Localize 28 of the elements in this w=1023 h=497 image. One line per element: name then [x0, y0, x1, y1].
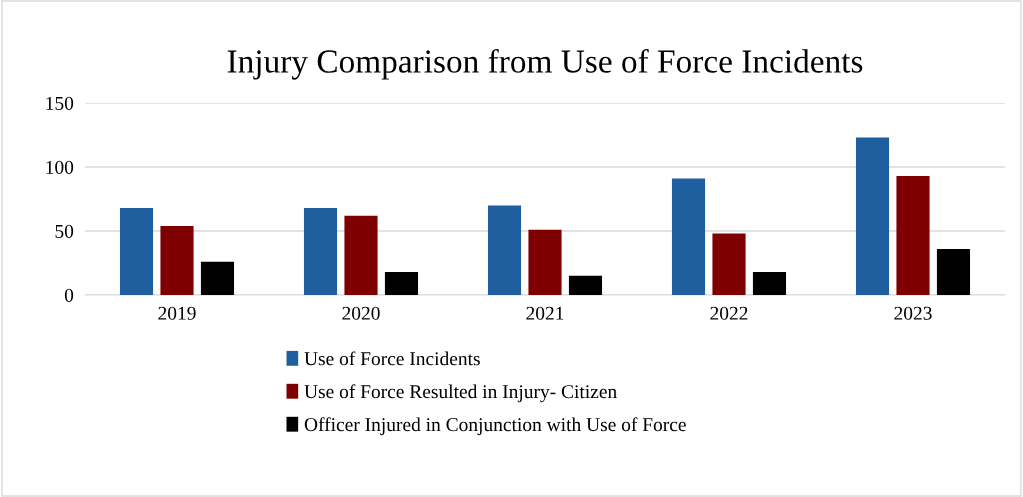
bar [200, 261, 235, 295]
bar [344, 215, 378, 295]
bar [671, 178, 706, 295]
y-tick-label: 0 [64, 288, 74, 302]
bar [568, 275, 603, 295]
y-tick-label: 150 [46, 96, 74, 110]
y-tick-label: 100 [46, 160, 74, 174]
bar [528, 229, 562, 295]
legend-label: Use of Force Incidents [304, 351, 480, 366]
x-tick-label: 2020 [342, 306, 380, 320]
bar [119, 207, 154, 295]
bar [487, 205, 522, 295]
bar [896, 175, 930, 295]
x-tick-label: 2021 [526, 306, 564, 320]
x-tick-label: 2019 [158, 306, 196, 320]
bar [160, 225, 194, 295]
y-tick-label: 50 [55, 224, 74, 238]
legend-label: Use of Force Resulted in Injury- Citizen [304, 384, 617, 403]
bar [936, 248, 971, 295]
bar [712, 233, 746, 295]
bar [855, 137, 890, 295]
legend-label: Officer Injured in Conjunction with Use of Force [304, 417, 686, 436]
x-tick-label: 2022 [710, 306, 748, 320]
bar [752, 271, 787, 295]
bar [303, 207, 338, 295]
chart-title: Injury Comparison from Use of Force Incidents [227, 48, 863, 80]
bar [384, 271, 419, 295]
x-tick-label: 2023 [894, 306, 932, 320]
